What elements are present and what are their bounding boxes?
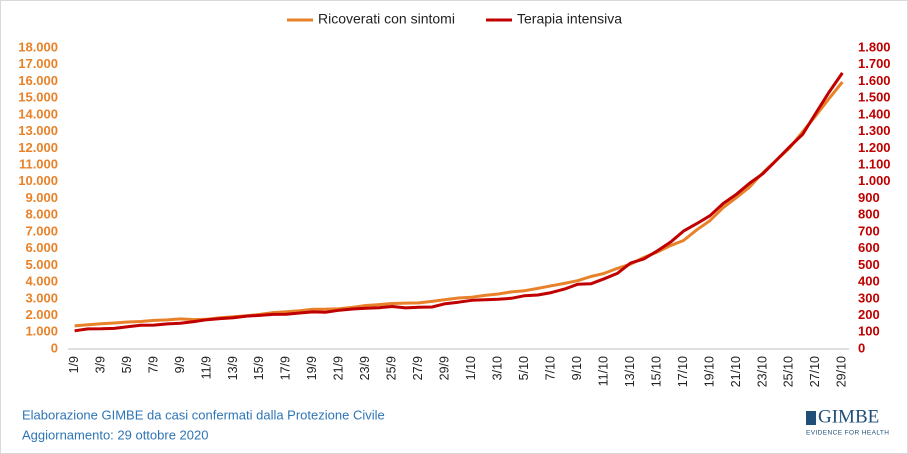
x-tick-label: 25/10 <box>782 356 796 387</box>
y-tick-label: 1.800 <box>858 39 891 54</box>
x-tick-label: 21/10 <box>729 356 743 387</box>
y-tick-label: 10.000 <box>18 173 58 188</box>
y-tick-label: 11.000 <box>19 156 58 171</box>
y-tick-label: 9.000 <box>25 190 58 205</box>
y-tick-label: 0 <box>51 340 58 355</box>
y-tick-label: 4.000 <box>25 274 58 289</box>
x-tick-label: 7/10 <box>543 356 557 380</box>
x-tick-label: 15/9 <box>252 356 266 380</box>
y-tick-label: 12.000 <box>18 140 58 155</box>
x-tick-label: 23/10 <box>755 356 769 387</box>
legend-label: Ricoverati con sintomi <box>318 11 455 27</box>
x-tick-label: 21/9 <box>332 356 346 380</box>
y-tick-label: 200 <box>858 307 880 322</box>
x-tick-label: 5/9 <box>120 356 134 373</box>
x-tick-label: 7/9 <box>146 356 160 373</box>
y-tick-label: 1.100 <box>858 156 891 171</box>
y-tick-label: 6.000 <box>25 240 58 255</box>
update-note: Aggiornamento: 29 ottobre 2020 <box>22 427 208 442</box>
y-tick-label: 700 <box>858 223 880 238</box>
y-tick-label: 14.000 <box>18 106 58 121</box>
y-tick-label: 600 <box>858 240 880 255</box>
y-tick-label: 100 <box>858 324 880 339</box>
y-tick-label: 1.500 <box>858 90 891 105</box>
y-tick-label: 1.200 <box>858 140 891 155</box>
y-tick-label: 2.000 <box>25 307 58 322</box>
x-tick-label: 15/10 <box>649 356 663 387</box>
source-note: Elaborazione GIMBE da casi confermati da… <box>22 407 385 422</box>
logo-tagline: EVIDENCE FOR HEALTH <box>806 430 889 437</box>
y-tick-label: 1.000 <box>25 324 58 339</box>
x-tick-label: 9/9 <box>173 356 187 373</box>
x-tick-label: 27/10 <box>808 356 822 387</box>
y-tick-label: 13.000 <box>18 123 58 138</box>
y-tick-label: 16.000 <box>18 73 58 88</box>
legend-label: Terapia intensiva <box>517 11 622 27</box>
y-tick-label: 18.000 <box>18 39 58 54</box>
y-tick-label: 8.000 <box>25 207 58 222</box>
x-tick-label: 13/10 <box>623 356 637 387</box>
x-tick-label: 1/9 <box>67 356 81 373</box>
x-tick-label: 23/9 <box>358 356 372 380</box>
y-tick-label: 900 <box>858 190 880 205</box>
x-tick-label: 1/10 <box>464 356 478 380</box>
y-tick-label: 1.700 <box>858 56 891 71</box>
x-tick-label: 19/9 <box>305 356 319 380</box>
x-tick-label: 29/10 <box>835 356 849 387</box>
y-tick-label: 1.000 <box>858 173 891 188</box>
x-tick-label: 25/9 <box>385 356 399 380</box>
x-tick-label: 5/10 <box>517 356 531 380</box>
y-tick-label: 300 <box>858 290 880 305</box>
x-tick-label: 13/9 <box>226 356 240 380</box>
x-tick-label: 11/9 <box>199 356 213 379</box>
x-tick-label: 11/10 <box>596 356 610 386</box>
y-tick-label: 1.600 <box>858 73 891 88</box>
x-tick-label: 3/9 <box>93 356 107 373</box>
y-tick-label: 0 <box>858 340 865 355</box>
logo-text: GIMBE <box>818 406 879 427</box>
y-tick-label: 1.400 <box>858 106 891 121</box>
y-tick-label: 800 <box>858 207 880 222</box>
x-tick-label: 17/9 <box>279 356 293 380</box>
y-tick-label: 5.000 <box>25 257 58 272</box>
y-tick-label: 17.000 <box>18 56 58 71</box>
x-tick-label: 17/10 <box>676 356 690 387</box>
x-tick-label: 9/10 <box>570 356 584 380</box>
y-tick-label: 7.000 <box>25 223 58 238</box>
logo: GIMBE EVIDENCE FOR HEALTH <box>806 406 889 437</box>
x-tick-label: 27/9 <box>411 356 425 380</box>
line-series <box>74 72 844 333</box>
logo-icon <box>806 411 816 425</box>
y-tick-label: 1.300 <box>858 123 891 138</box>
y-tick-label: 15.000 <box>18 90 58 105</box>
x-tick-label: 3/10 <box>491 356 505 380</box>
y-tick-label: 3.000 <box>25 290 58 305</box>
x-tick-label: 19/10 <box>702 356 716 387</box>
y-tick-label: 400 <box>858 274 880 289</box>
x-tick-label: 29/9 <box>438 356 452 380</box>
y-tick-label: 500 <box>858 257 880 272</box>
